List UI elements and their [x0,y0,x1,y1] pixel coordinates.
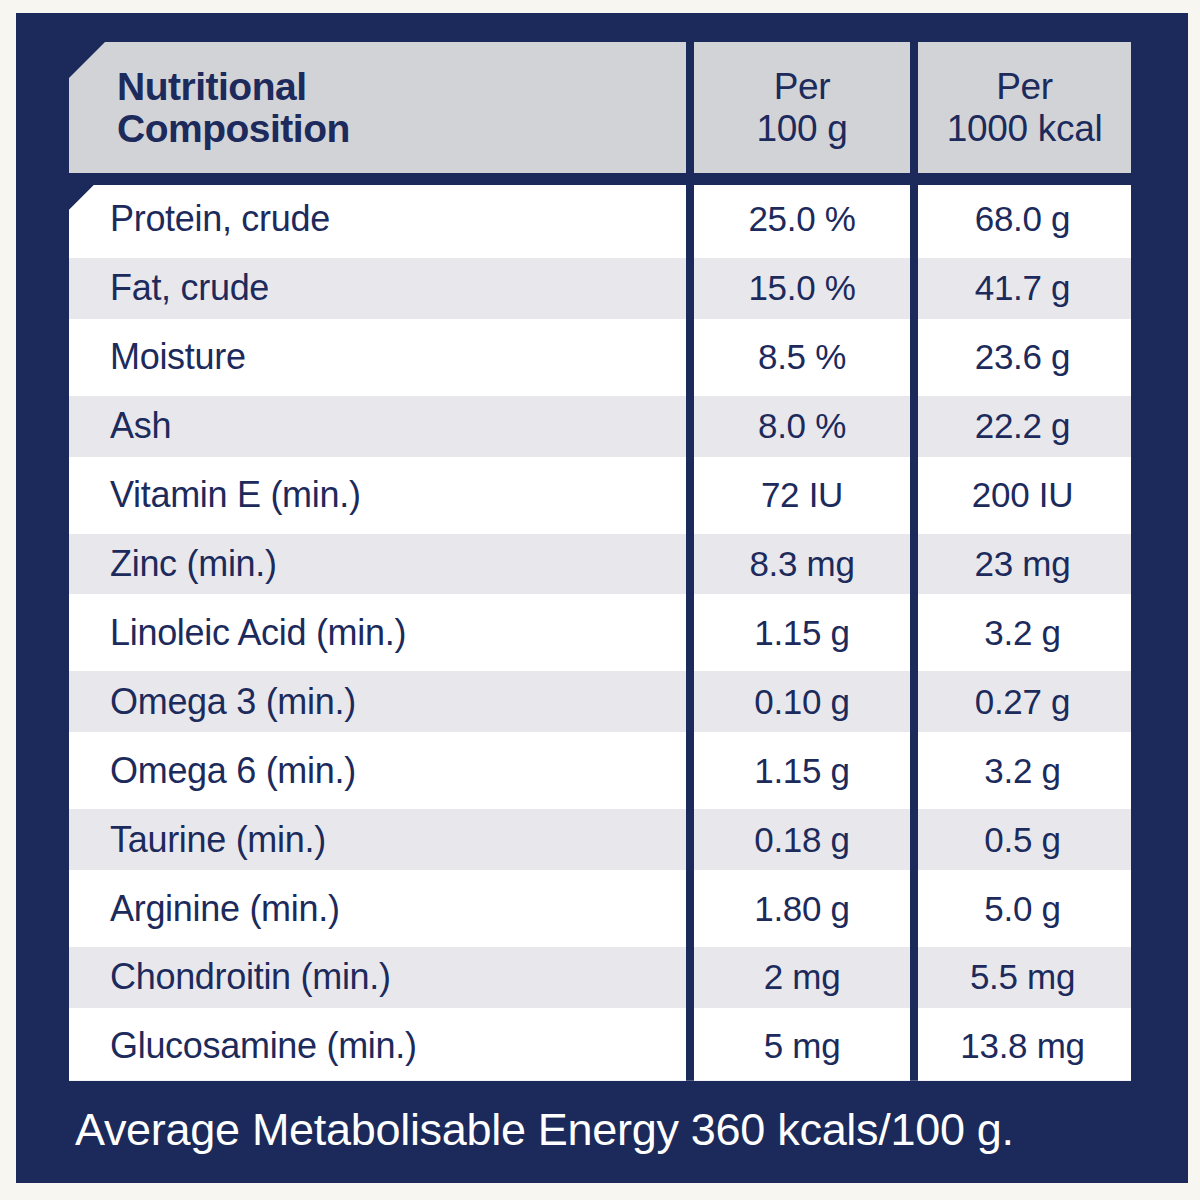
column-divider-2 [910,185,918,1081]
row-label: Ash [69,396,690,457]
nutrition-table: Nutritional Composition Per 100 g Per 10… [69,42,1131,1081]
value-per-1000kcal: 23 mg [914,534,1131,595]
value-per-100g: 2 mg [690,947,914,1008]
value-per-1000kcal: 5.0 g [914,874,1131,943]
row-label: Chondroitin (min.) [69,947,690,1008]
table-header: Nutritional Composition Per 100 g Per 10… [69,42,1131,173]
value-per-100g: 1.15 g [690,598,914,667]
value-per-1000kcal: 23.6 g [914,323,1131,392]
table-row: Moisture 8.5 % 23.6 g [69,323,1131,392]
header-per-100g-line2: 100 g [756,108,847,150]
table-row: Omega 3 (min.) 0.10 g 0.27 g [69,667,1131,736]
table-row: Arginine (min.) 1.80 g 5.0 g [69,874,1131,943]
value-per-100g: 1.15 g [690,736,914,805]
table-row: Chondroitin (min.) 2 mg 5.5 mg [69,943,1131,1012]
value-per-1000kcal: 22.2 g [914,396,1131,457]
row-label: Arginine (min.) [69,874,690,943]
value-per-1000kcal: 3.2 g [914,598,1131,667]
header-cell-per-1000kcal: Per 1000 kcal [918,42,1131,173]
header-title-line1: Nutritional [117,66,306,108]
row-label: Glucosamine (min.) [69,1012,690,1081]
header-cell-per-100g: Per 100 g [694,42,910,173]
table-row: Vitamin E (min.) 72 IU 200 IU [69,461,1131,530]
value-per-1000kcal: 0.5 g [914,809,1131,870]
value-per-1000kcal: 0.27 g [914,671,1131,732]
value-per-100g: 1.80 g [690,874,914,943]
value-per-100g: 8.5 % [690,323,914,392]
header-per-100g-line1: Per [774,66,831,108]
value-per-100g: 0.18 g [690,809,914,870]
header-title-line2: Composition [117,108,350,150]
value-per-1000kcal: 200 IU [914,461,1131,530]
row-label: Omega 3 (min.) [69,671,690,732]
value-per-100g: 15.0 % [690,258,914,319]
page-background: { "colors":{ "navy":"#1b2a5a", "text-nav… [0,0,1200,1200]
value-per-100g: 0.10 g [690,671,914,732]
value-per-1000kcal: 3.2 g [914,736,1131,805]
table-row: Zinc (min.) 8.3 mg 23 mg [69,530,1131,599]
row-label: Moisture [69,323,690,392]
value-per-100g: 5 mg [690,1012,914,1081]
column-divider-1 [686,185,694,1081]
row-label: Zinc (min.) [69,534,690,595]
value-per-100g: 72 IU [690,461,914,530]
value-per-1000kcal: 41.7 g [914,258,1131,319]
table-body: Protein, crude 25.0 % 68.0 g Fat, crude … [69,185,1131,1081]
table-row: Taurine (min.) 0.18 g 0.5 g [69,805,1131,874]
label-panel: Nutritional Composition Per 100 g Per 10… [16,13,1188,1183]
row-label: Fat, crude [69,258,690,319]
header-per-1000kcal-line1: Per [996,66,1053,108]
row-label: Omega 6 (min.) [69,736,690,805]
row-label: Linoleic Acid (min.) [69,598,690,667]
row-label: Vitamin E (min.) [69,461,690,530]
value-per-1000kcal: 5.5 mg [914,947,1131,1008]
table-row: Protein, crude 25.0 % 68.0 g [69,185,1131,254]
table-row: Fat, crude 15.0 % 41.7 g [69,254,1131,323]
header-cell-composition: Nutritional Composition [69,42,686,173]
row-label: Taurine (min.) [69,809,690,870]
table-row: Linoleic Acid (min.) 1.15 g 3.2 g [69,598,1131,667]
value-per-1000kcal: 13.8 mg [914,1012,1131,1081]
table-row: Omega 6 (min.) 1.15 g 3.2 g [69,736,1131,805]
footer-energy-text: Average Metabolisable Energy 360 kcals/1… [75,1106,1014,1153]
value-per-100g: 8.0 % [690,396,914,457]
table-row: Glucosamine (min.) 5 mg 13.8 mg [69,1012,1131,1081]
header-per-1000kcal-line2: 1000 kcal [947,108,1103,150]
row-label: Protein, crude [69,185,690,254]
table-row: Ash 8.0 % 22.2 g [69,392,1131,461]
value-per-1000kcal: 68.0 g [914,185,1131,254]
value-per-100g: 8.3 mg [690,534,914,595]
value-per-100g: 25.0 % [690,185,914,254]
